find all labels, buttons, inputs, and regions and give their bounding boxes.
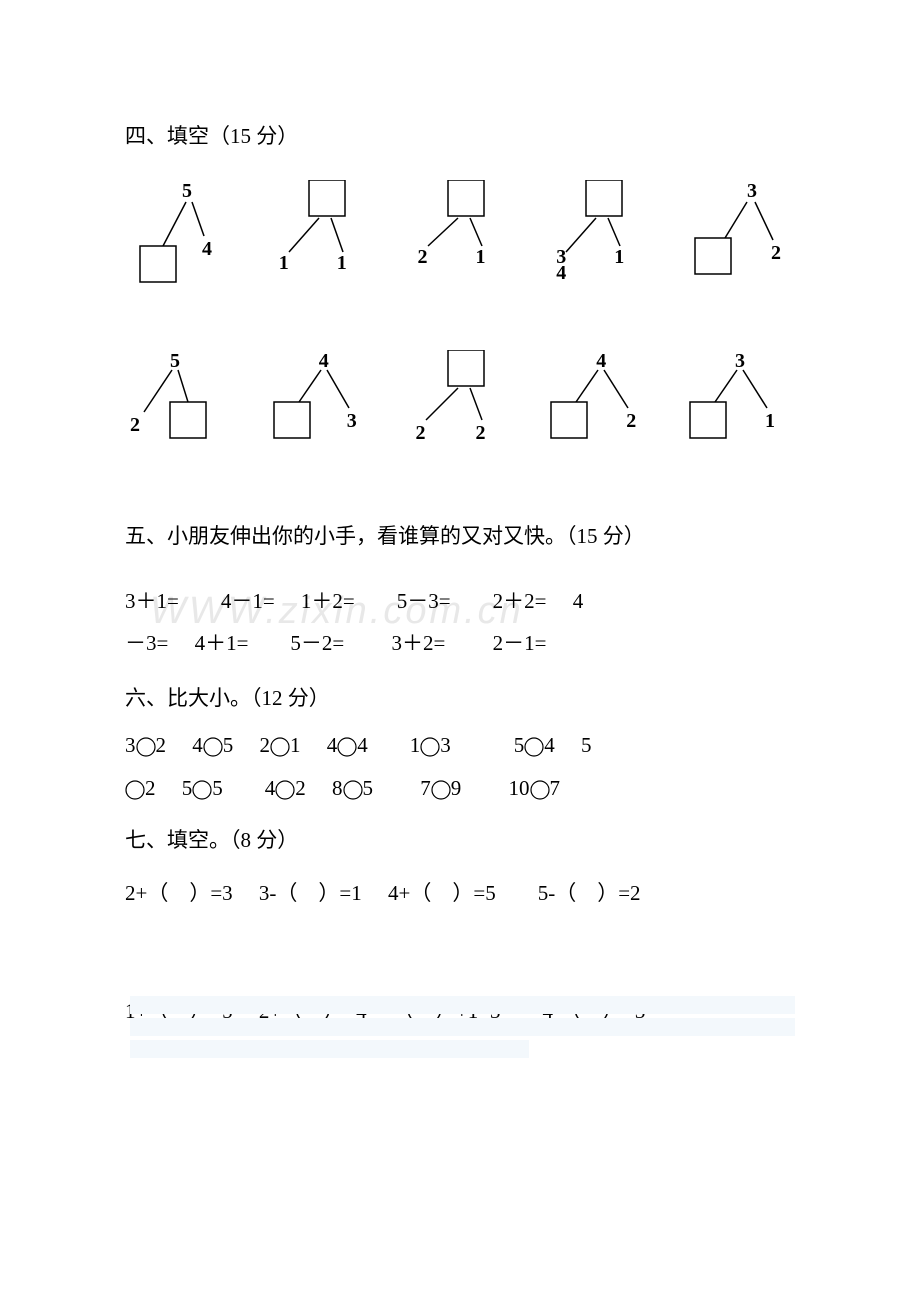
arith-line2: －3= 4＋1= 5－2= 3＋2= 2－1= <box>125 631 546 655</box>
number-tree: 54 <box>130 180 240 290</box>
number-tree: 21 <box>408 180 518 290</box>
number-tree: 32 <box>685 180 795 290</box>
arith-line1: 3＋1= 4－1= 1＋2= 5－3= 2＋2= 4 <box>125 589 583 613</box>
trees-row1: 54 11 21 314 32 <box>125 180 800 290</box>
number-tree: 52 <box>130 350 240 460</box>
footer-decoration <box>130 996 795 1062</box>
number-tree: 31 <box>685 350 795 460</box>
compare-block: 32 45 21 44 13 54 52 55 42 85 79 107 <box>125 724 800 810</box>
arith-block: 3＋1= 4－1= 1＋2= 5－3= 2＋2= 4 －3= 4＋1= 5－2=… <box>125 580 800 664</box>
section7-title: 七、填空。（8 分） <box>125 824 800 854</box>
number-tree: 43 <box>269 350 379 460</box>
section5-title: 五、小朋友伸出你的小手，看谁算的又对又快。（15 分） <box>125 520 800 550</box>
fill-line1: 2+（ ）=3 3-（ ）=1 4+（ ）=5 5-（ ）=2 <box>125 881 641 905</box>
trees-row2: 52 43 22 42 31 <box>125 350 800 460</box>
number-tree: 314 <box>546 180 656 290</box>
number-tree: 42 <box>546 350 656 460</box>
number-tree: 22 <box>408 350 518 460</box>
section4-title: 四、填空（15 分） <box>125 120 800 150</box>
number-tree: 11 <box>269 180 379 290</box>
section6-title: 六、比大小。（12 分） <box>125 682 800 712</box>
